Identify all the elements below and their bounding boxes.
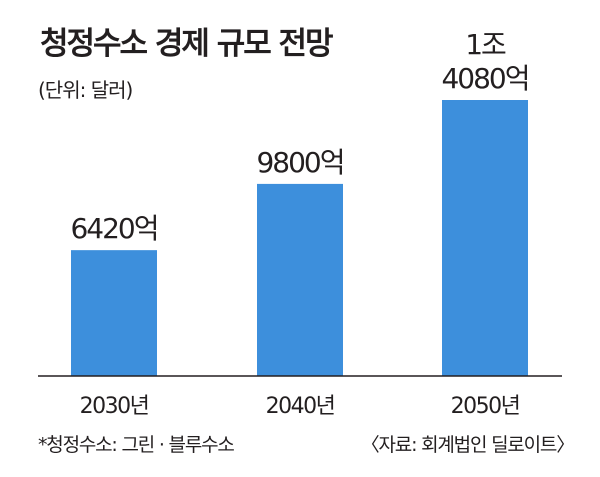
category-label-0: 2030년 — [80, 394, 149, 419]
category-label-2: 2050년 — [451, 394, 520, 419]
bar-0 — [71, 250, 157, 376]
value-label-1-0: 9800억 — [256, 146, 343, 179]
category-label-1: 2040년 — [266, 394, 335, 419]
footnote: *청정수소: 그린 · 블루수소 — [38, 434, 235, 456]
value-label-2-0: 1조 — [465, 28, 506, 61]
source-note: 〈자료: 회계법인 딜로이트〉 — [360, 434, 575, 456]
bar-1 — [257, 183, 343, 376]
bar-2 — [442, 100, 528, 376]
chart-title: 청정수소 경제 규모 전망 — [40, 26, 334, 62]
unit-note: (단위: 달러) — [38, 78, 133, 102]
value-label-0-0: 6420억 — [70, 212, 157, 245]
value-label-2-1: 4080억 — [441, 62, 528, 95]
